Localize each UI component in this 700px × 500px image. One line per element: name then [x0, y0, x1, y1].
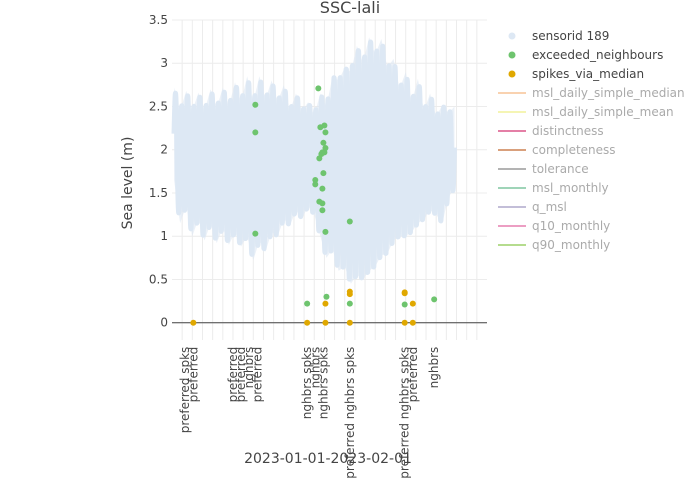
legend-label: msl_daily_simple_mean — [532, 105, 674, 119]
exceeded_neighbours-point — [320, 139, 327, 146]
y-tick-label: 1 — [160, 229, 168, 243]
legend-item[interactable]: completeness — [498, 143, 616, 157]
exceeded_neighbours-point — [322, 228, 329, 235]
exceeded_neighbours-point — [431, 296, 438, 303]
y-tick-label: 2 — [160, 143, 168, 157]
exceeded_neighbours-point — [319, 207, 326, 214]
x-tick-label: preferred — [250, 347, 264, 403]
y-axis-label: Sea level (m) — [120, 137, 136, 230]
spikes_via_median-point — [190, 319, 197, 326]
legend-item[interactable]: tolerance — [498, 162, 589, 176]
legend-marker — [508, 51, 516, 59]
x-tick-label: nghbrs — [427, 347, 441, 389]
exceeded_neighbours-point — [319, 185, 326, 192]
exceeded_neighbours-point — [315, 85, 322, 92]
x-tick-label: preferred — [186, 347, 200, 403]
data-points — [190, 85, 438, 326]
exceeded_neighbours-point — [401, 301, 408, 308]
spikes_via_median-point — [401, 289, 408, 296]
exceeded_neighbours-point — [252, 230, 259, 237]
legend-item[interactable]: q_msl — [498, 200, 567, 214]
legend-label: exceeded_neighbours — [532, 48, 663, 62]
legend-label: q90_monthly — [532, 238, 610, 252]
spikes_via_median-point — [322, 300, 329, 307]
legend-item[interactable]: msl_daily_simple_median — [498, 86, 685, 100]
legend-label: q_msl — [532, 200, 567, 214]
legend-item[interactable]: sensorid 189 — [508, 29, 610, 43]
legend-item[interactable]: spikes_via_median — [508, 67, 645, 81]
legend[interactable]: sensorid 189 exceeded_neighbours spikes_vi… — [498, 29, 685, 252]
exceeded_neighbours-point — [252, 129, 259, 136]
exceeded_neighbours-point — [312, 181, 319, 188]
legend-label: completeness — [532, 143, 616, 157]
legend-label: msl_monthly — [532, 181, 609, 195]
spikes_via_median-point — [304, 319, 311, 326]
spikes_via_median-point — [346, 319, 353, 326]
exceeded_neighbours-point — [319, 200, 326, 207]
x-tick-label: nghbrs spks — [300, 347, 314, 420]
y-tick-labels: 0 0.5 1 1.5 2 2.5 3 3.5 — [149, 13, 168, 330]
legend-marker — [508, 70, 516, 78]
exceeded_neighbours-point — [346, 300, 353, 307]
spikes_via_median-point — [401, 319, 408, 326]
legend-item[interactable]: msl_monthly — [498, 181, 609, 195]
spikes_via_median-point — [322, 319, 329, 326]
y-tick-label: 0 — [160, 316, 168, 330]
legend-item[interactable]: distinctness — [498, 124, 604, 138]
legend-label: q10_monthly — [532, 219, 610, 233]
x-tick-label: nghbrs — [308, 347, 322, 389]
legend-label: tolerance — [532, 162, 589, 176]
exceeded_neighbours-point — [321, 122, 328, 129]
y-tick-label: 3 — [160, 56, 168, 70]
x-tick-label: preferred nghbrs spks — [398, 347, 412, 479]
x-axis-label: 2023-01-01-2023-02-01 — [244, 451, 412, 467]
x-tick-label: preferred — [226, 347, 240, 403]
legend-label: sensorid 189 — [532, 29, 609, 43]
legend-label: spikes_via_median — [532, 67, 644, 81]
sensor-band — [171, 37, 457, 284]
y-tick-label: 0.5 — [149, 272, 168, 286]
exceeded_neighbours-point — [322, 145, 329, 151]
x-tick-label: preferred — [234, 347, 248, 403]
legend-label: msl_daily_simple_median — [532, 86, 685, 100]
legend-label: distinctness — [532, 124, 604, 138]
x-tick-label: nghbrs spks — [316, 347, 330, 420]
x-tick-label: preferred spks — [178, 347, 192, 434]
legend-marker — [508, 32, 516, 40]
exceeded_neighbours-point — [346, 218, 353, 225]
exceeded_neighbours-point — [252, 101, 259, 108]
spikes_via_median-point — [409, 319, 416, 326]
legend-item[interactable]: exceeded_neighbours — [508, 48, 664, 62]
legend-item[interactable]: q10_monthly — [498, 219, 610, 233]
exceeded_neighbours-point — [304, 300, 311, 307]
spikes_via_median-point — [346, 288, 353, 295]
x-tick-label: nghbrs — [242, 347, 256, 389]
sensor-line — [171, 39, 457, 282]
y-tick-label: 3.5 — [149, 13, 168, 27]
exceeded_neighbours-point — [322, 129, 329, 136]
chart-title: SSC-lali — [320, 0, 380, 17]
y-tick-label: 1.5 — [149, 186, 168, 200]
exceeded_neighbours-point — [323, 293, 330, 300]
exceeded_neighbours-point — [320, 170, 327, 177]
exceeded_neighbours-point — [312, 177, 319, 183]
legend-item[interactable]: msl_daily_simple_mean — [498, 105, 674, 119]
x-tick-label: preferred — [406, 347, 420, 403]
legend-item[interactable]: q90_monthly — [498, 238, 610, 252]
y-tick-label: 2.5 — [149, 99, 168, 113]
x-tick-label: preferred nghbrs spks — [343, 347, 357, 479]
spikes_via_median-point — [409, 300, 416, 307]
